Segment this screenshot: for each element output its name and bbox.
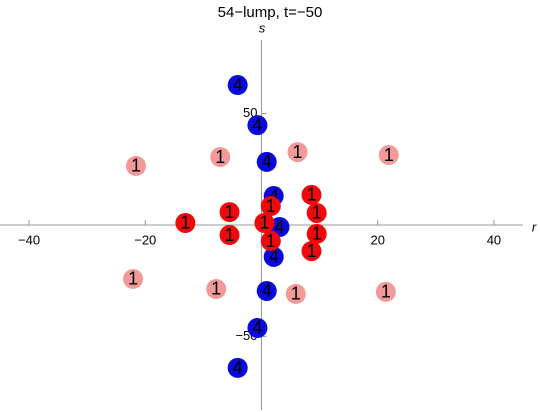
point-label: 4 [269,247,279,267]
point-label: 4 [262,281,272,301]
point-label: 1 [215,147,225,167]
point [227,357,248,378]
x-tick-label: 40 [487,232,501,247]
point [219,225,240,246]
point-label: 1 [306,185,316,205]
point [306,202,327,223]
point [227,75,248,96]
point [260,231,281,252]
point [260,196,281,217]
point-label: 4 [252,318,262,338]
point [175,212,196,233]
point [256,151,277,172]
point [287,142,308,163]
point-label: 1 [211,279,221,299]
point-label: 4 [252,115,262,135]
point-label: 4 [275,217,285,237]
point-label: 1 [266,196,276,216]
point [256,280,277,301]
point [247,115,268,136]
point [301,184,322,205]
point-label: 1 [180,213,190,233]
x-tick-label: 20 [370,232,384,247]
point [123,268,144,289]
point-label: 1 [291,284,301,304]
point [306,223,327,244]
point [378,145,399,166]
point-label: 1 [381,282,391,302]
point [210,147,231,168]
point-label: 1 [266,231,276,251]
point [375,281,396,302]
point [125,155,146,176]
point-label: 4 [269,186,279,206]
x-tick-label: −40 [18,232,40,247]
point-label: 1 [128,269,138,289]
point-label: 4 [233,75,243,95]
point [263,246,284,267]
x-tick-label: −20 [134,232,156,247]
point-label: 1 [312,224,322,244]
point [206,278,227,299]
point-label: 1 [225,225,235,245]
point-label: 1 [306,241,316,261]
point [219,202,240,223]
point [285,283,306,304]
point-label: 1 [131,156,141,176]
x-axis-label: r [532,219,537,234]
point-label: 1 [293,142,303,162]
chart-title: 54−lump, t=−50 [218,4,323,21]
point-label: 1 [225,202,235,222]
point [254,212,275,233]
point-label: 1 [384,145,394,165]
point [247,317,268,338]
point-label: 1 [312,203,322,223]
y-axis-label: s [259,20,266,35]
point-label: 1 [259,213,269,233]
point-label: 4 [233,358,243,378]
point [301,241,322,262]
point-label: 4 [262,152,272,172]
